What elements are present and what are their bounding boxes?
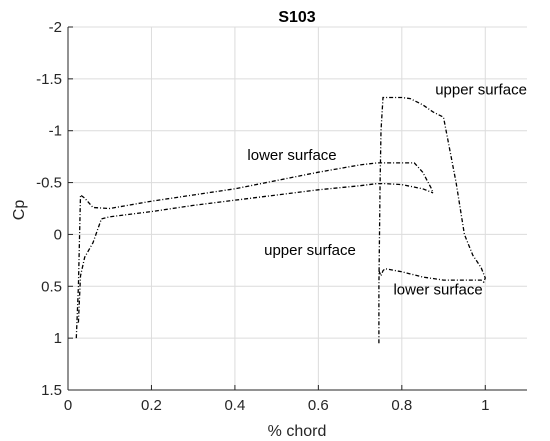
x-tick-label: 0.6 — [308, 397, 329, 414]
x-tick-label: 0.8 — [391, 397, 412, 414]
x-tick-label: 1 — [481, 397, 489, 414]
annotations: upper surface lower surface upper surface l… — [247, 81, 527, 298]
annotation-1: upper surface — [435, 81, 527, 98]
x-axis-label: % chord — [268, 423, 327, 440]
x-tick-label: 0 — [64, 397, 72, 414]
series-line-3 — [378, 96, 487, 344]
x-tick-label: 0.2 — [141, 397, 162, 414]
y-tick-label: -1 — [49, 123, 62, 140]
y-tick-label: 0 — [54, 226, 62, 243]
y-tick-label: 0.5 — [41, 278, 62, 295]
annotation-3: upper surface — [264, 242, 356, 259]
series-line-1 — [75, 162, 434, 339]
y-tick-label: -0.5 — [36, 175, 62, 192]
chart-title: S103 — [278, 9, 315, 26]
axes — [67, 26, 527, 391]
y-tick-label: -2 — [49, 19, 62, 36]
tick-labels: 0 0.2 0.4 0.6 0.8 1 -2 -1.5 -1 -0.5 0 0.5 1 1.5 — [36, 19, 489, 414]
series-group — [75, 96, 487, 344]
y-tick-label: -1.5 — [36, 71, 62, 88]
x-tick-label: 0.4 — [224, 397, 245, 414]
y-tick-label: 1.5 — [41, 382, 62, 399]
annotation-2: lower surface — [247, 147, 336, 164]
y-tick-label: 1 — [54, 330, 62, 347]
annotation-4: lower surface — [393, 282, 482, 299]
series-line-4 — [378, 268, 486, 284]
y-axis-label: Cp — [11, 200, 28, 221]
series-line-2 — [77, 182, 434, 323]
